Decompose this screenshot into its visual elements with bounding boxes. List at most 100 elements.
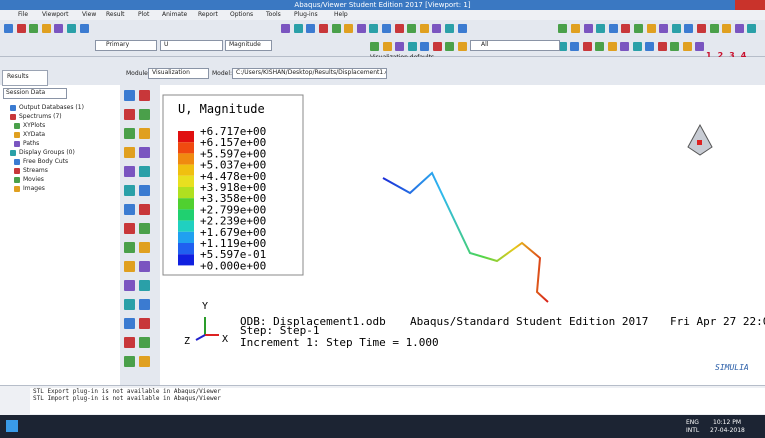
- tool-icon[interactable]: [558, 24, 567, 33]
- tool-icon[interactable]: [608, 42, 617, 51]
- tool-icon[interactable]: [281, 24, 290, 33]
- tool-icon[interactable]: [124, 128, 135, 139]
- tool-icon[interactable]: [319, 24, 328, 33]
- tool-icon[interactable]: [139, 318, 150, 329]
- tool-icon[interactable]: [645, 42, 654, 51]
- tool-icon[interactable]: [596, 24, 605, 33]
- tool-icon[interactable]: [124, 242, 135, 253]
- tool-icon[interactable]: [294, 24, 303, 33]
- tool-icon[interactable]: [570, 42, 579, 51]
- tool-icon[interactable]: [124, 318, 135, 329]
- session-select[interactable]: Session Data: [3, 88, 67, 99]
- tool-icon[interactable]: [124, 280, 135, 291]
- tool-icon[interactable]: [571, 24, 580, 33]
- tool-icon[interactable]: [633, 42, 642, 51]
- tool-icon[interactable]: [609, 24, 618, 33]
- tool-icon[interactable]: [408, 42, 417, 51]
- tool-icon[interactable]: [139, 337, 150, 348]
- filter-select[interactable]: All: [470, 40, 560, 51]
- tool-icon[interactable]: [139, 356, 150, 367]
- tool-icon[interactable]: [139, 299, 150, 310]
- tool-icon[interactable]: [621, 24, 630, 33]
- model-select[interactable]: C:/Users/KISHAN/Desktop/Results/Displace…: [232, 68, 387, 79]
- menu-item[interactable]: Report: [198, 11, 218, 18]
- tool-icon[interactable]: [672, 24, 681, 33]
- tool-icon[interactable]: [710, 24, 719, 33]
- tool-icon[interactable]: [139, 109, 150, 120]
- tool-icon[interactable]: [139, 280, 150, 291]
- tree-item[interactable]: Free Body Cuts: [23, 158, 68, 165]
- tool-icon[interactable]: [697, 24, 706, 33]
- tool-icon[interactable]: [445, 42, 454, 51]
- tool-icon[interactable]: [124, 147, 135, 158]
- tool-icon[interactable]: [683, 42, 692, 51]
- tool-icon[interactable]: [139, 261, 150, 272]
- tool-icon[interactable]: [584, 24, 593, 33]
- menu-item[interactable]: Animate: [162, 11, 187, 18]
- tool-icon[interactable]: [67, 24, 76, 33]
- tool-icon[interactable]: [382, 24, 391, 33]
- tool-icon[interactable]: [420, 42, 429, 51]
- tree-item[interactable]: XYPlots: [23, 122, 45, 129]
- invariant-select[interactable]: Magnitude: [225, 40, 272, 51]
- start-button[interactable]: [6, 420, 18, 432]
- tool-icon[interactable]: [432, 24, 441, 33]
- menu-item[interactable]: Tools: [266, 11, 281, 18]
- tool-icon[interactable]: [420, 24, 429, 33]
- tool-icon[interactable]: [124, 166, 135, 177]
- menu-item[interactable]: View: [82, 11, 96, 18]
- tool-icon[interactable]: [647, 24, 656, 33]
- tool-icon[interactable]: [124, 90, 135, 101]
- tool-icon[interactable]: [595, 42, 604, 51]
- tool-icon[interactable]: [124, 204, 135, 215]
- tool-icon[interactable]: [332, 24, 341, 33]
- tree-item[interactable]: Paths: [23, 140, 39, 147]
- tool-icon[interactable]: [620, 42, 629, 51]
- tool-icon[interactable]: [139, 242, 150, 253]
- tool-icon[interactable]: [659, 24, 668, 33]
- tool-icon[interactable]: [80, 24, 89, 33]
- tree-item[interactable]: Movies: [23, 176, 44, 183]
- tool-icon[interactable]: [722, 24, 731, 33]
- tool-icon[interactable]: [658, 42, 667, 51]
- tool-icon[interactable]: [4, 24, 13, 33]
- tool-icon[interactable]: [124, 261, 135, 272]
- tool-icon[interactable]: [124, 185, 135, 196]
- tool-icon[interactable]: [634, 24, 643, 33]
- menu-item[interactable]: Help: [334, 11, 348, 18]
- tool-icon[interactable]: [735, 24, 744, 33]
- tool-icon[interactable]: [42, 24, 51, 33]
- tool-icon[interactable]: [139, 185, 150, 196]
- tool-icon[interactable]: [124, 299, 135, 310]
- tool-icon[interactable]: [433, 42, 442, 51]
- variable-select[interactable]: U: [160, 40, 223, 51]
- results-tab[interactable]: Results: [2, 70, 48, 86]
- menu-item[interactable]: Viewport: [42, 11, 69, 18]
- tool-icon[interactable]: [458, 24, 467, 33]
- tool-icon[interactable]: [695, 42, 704, 51]
- menu-item[interactable]: File: [18, 11, 28, 18]
- tool-icon[interactable]: [383, 42, 392, 51]
- tool-icon[interactable]: [344, 24, 353, 33]
- tool-icon[interactable]: [139, 128, 150, 139]
- tool-icon[interactable]: [747, 24, 756, 33]
- menu-item[interactable]: Result: [106, 11, 125, 18]
- tool-icon[interactable]: [395, 42, 404, 51]
- tool-icon[interactable]: [124, 109, 135, 120]
- tool-icon[interactable]: [124, 356, 135, 367]
- tool-icon[interactable]: [139, 223, 150, 234]
- tool-icon[interactable]: [306, 24, 315, 33]
- module-select[interactable]: Visualization: [148, 68, 209, 79]
- tree-item[interactable]: Spectrums (7): [19, 113, 62, 120]
- tree-item[interactable]: Display Groups (0): [19, 149, 75, 156]
- tool-icon[interactable]: [139, 90, 150, 101]
- tree-item[interactable]: Streams: [23, 167, 48, 174]
- tool-icon[interactable]: [445, 24, 454, 33]
- menu-item[interactable]: Plug-ins: [294, 11, 318, 18]
- tool-icon[interactable]: [139, 147, 150, 158]
- tool-icon[interactable]: [407, 24, 416, 33]
- tool-icon[interactable]: [395, 24, 404, 33]
- tool-icon[interactable]: [684, 24, 693, 33]
- tree-item[interactable]: Output Databases (1): [19, 104, 84, 111]
- tool-icon[interactable]: [583, 42, 592, 51]
